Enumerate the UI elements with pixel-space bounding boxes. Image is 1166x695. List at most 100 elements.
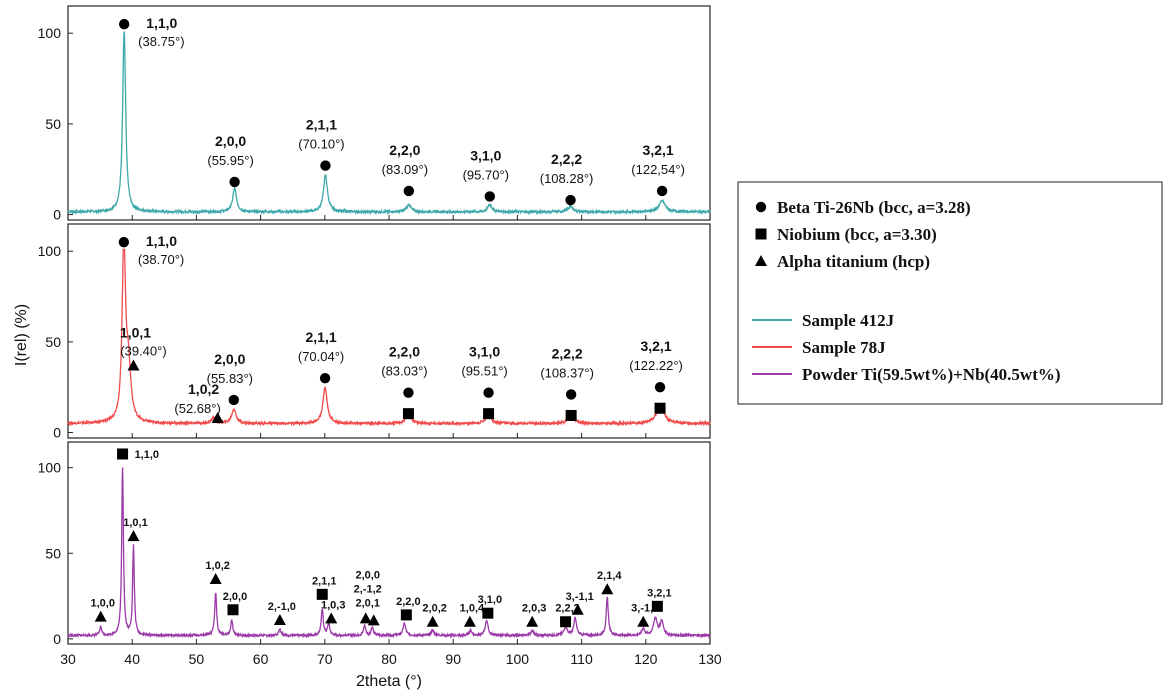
y-tick-label: 50 <box>45 334 61 350</box>
peak-hkl-label: 2,1,4 <box>597 570 622 582</box>
peak-hkl-label: 2,0,1 <box>356 597 380 609</box>
peak-annotation: 1,1,0 (38.75°) <box>118 15 185 49</box>
peak-hkl-label: 1,1,0 <box>146 233 177 249</box>
triangle-marker <box>637 615 650 627</box>
circle-marker <box>483 387 494 398</box>
y-tick-label: 100 <box>38 460 62 476</box>
x-tick-label: 100 <box>506 651 530 667</box>
triangle-marker <box>359 612 372 624</box>
peak-annotation: 2,0,0 2,-1,2 2,0,1 <box>354 569 382 626</box>
circle-marker <box>656 185 668 197</box>
series-line-1 <box>67 31 711 216</box>
x-tick-label: 110 <box>570 651 593 667</box>
legend-marker-label: Beta Ti-26Nb (bcc, a=3.28) <box>777 198 971 217</box>
circle-marker <box>229 176 240 188</box>
peak-hkl-label: 2,2,0 <box>389 142 420 158</box>
square-marker <box>316 588 328 600</box>
peak-annotation: 1,0,1 <box>123 517 148 542</box>
square-marker <box>227 604 239 616</box>
x-tick-label: 70 <box>317 651 333 667</box>
peak-hkl-label: 2,2,0 <box>389 344 420 360</box>
peak-hkl-label: 3,1,0 <box>469 344 500 360</box>
peak-annotation: 2,1,1 (70.10°) <box>298 117 345 171</box>
peak-hkl-label: 2,1,1 <box>305 329 336 345</box>
peak-angle-label: (122.22°) <box>629 358 683 373</box>
peak-annotation: 2,2,0 (83.09°) <box>382 142 428 197</box>
peak-angle-label: (70.10°) <box>298 137 344 152</box>
peak-annotation: 3,2,1 (122,54°) <box>631 142 685 197</box>
peak-annotation: 3,1,0 <box>478 594 502 619</box>
peak-annotation: 1,1,0 <box>117 448 159 461</box>
peak-hkl-label: 3,2,1 <box>640 338 671 354</box>
y-tick-label: 0 <box>53 207 61 223</box>
peak-hkl-label: 3,1,0 <box>478 594 502 606</box>
peak-annotation: 1,0,4 <box>460 603 485 627</box>
square-marker <box>482 607 494 619</box>
peak-annotation: 2,0,0 <box>223 591 247 616</box>
peak-angle-label: (108.28°) <box>540 171 594 186</box>
peak-annotation: 1,0,3 <box>321 599 345 624</box>
circle-marker <box>654 382 666 393</box>
circle-marker <box>403 387 414 398</box>
peak-angle-label: (55.83°) <box>207 371 253 386</box>
series-line-2 <box>67 248 711 427</box>
legend-series-label: Sample 78J <box>802 338 886 357</box>
peak-hkl-label: 3,2,1 <box>647 587 671 599</box>
peak-hkl-label: 1,0,3 <box>321 599 345 611</box>
circle-marker <box>118 236 130 248</box>
peak-annotation: 3,-1,1 <box>566 591 594 615</box>
peak-hkl-label: 2,0,0 <box>356 569 380 581</box>
peak-annotation: 1,0,2 (52.68°) <box>174 381 224 424</box>
peak-annotation: 3,2,1 <box>647 587 672 612</box>
x-tick-label: 50 <box>189 651 205 667</box>
peak-hkl-label: 2,1,1 <box>312 575 336 587</box>
triangle-marker <box>601 583 614 595</box>
peak-annotation: 2,0,2 <box>422 603 447 627</box>
triangle-legend-marker <box>755 255 767 266</box>
y-tick-label: 100 <box>38 243 62 259</box>
x-tick-label: 80 <box>381 651 397 667</box>
peak-angle-label: (38.70°) <box>138 252 184 267</box>
y-tick-label: 0 <box>53 631 61 647</box>
circle-legend-marker <box>755 201 767 213</box>
peak-hkl-label: 2,2,0 <box>396 596 420 608</box>
peak-hkl-label: 2,0,2 <box>422 603 446 615</box>
square-marker <box>483 408 495 420</box>
triangle-marker <box>367 614 380 626</box>
peak-annotation: 3,1,0 (95.70°) <box>463 147 509 202</box>
triangle-marker <box>325 612 338 624</box>
peak-angle-label: (70.04°) <box>298 349 344 364</box>
panel-3: 0 50 100 30 40 50 60 70 80 90 100 110 120 130 1,0,0 1,1… <box>38 441 722 667</box>
peak-hkl-label: 2,2,2 <box>552 345 583 361</box>
peak-hkl-label: 1,0,4 <box>460 603 485 615</box>
panels-group: 0 50 100 1,1,0 (38.75°) 2,0,0 (55.95°) 2,1,1 (70… <box>38 5 722 667</box>
peak-annotation: 1,0,0 <box>91 598 115 622</box>
circle-marker <box>565 194 576 206</box>
x-tick-label: 30 <box>60 651 76 667</box>
triangle-marker <box>463 615 476 627</box>
circle-marker <box>484 191 495 202</box>
peak-angle-label: (55.95°) <box>207 153 253 168</box>
y-tick-label: 100 <box>38 25 62 41</box>
circle-marker <box>320 160 331 171</box>
peak-annotation: 2,1,1 <box>312 575 336 600</box>
legend-marker-label: Niobium (bcc, a=3.30) <box>777 225 937 244</box>
peak-hkl-label: 1,1,0 <box>135 449 159 461</box>
x-tick-label: 60 <box>253 651 269 667</box>
peak-angle-label: (95.70°) <box>463 167 509 182</box>
peak-hkl-label: 2,-1,2 <box>354 583 382 595</box>
peak-hkl-label: 2,0,3 <box>522 603 546 615</box>
peak-hkl-label: 1,0,0 <box>91 598 115 610</box>
peak-angle-label: (52.68°) <box>174 401 220 416</box>
peak-annotation: 2,0,0 (55.95°) <box>207 133 254 188</box>
triangle-marker <box>127 359 140 371</box>
peak-annotation: 2,-1,0 <box>268 601 296 626</box>
triangle-marker <box>94 610 107 622</box>
square-marker <box>117 448 129 460</box>
peak-hkl-label: 2,1,1 <box>306 117 337 133</box>
peak-hkl-label: 1,0,1 <box>120 324 151 340</box>
triangle-marker <box>211 412 224 424</box>
peak-angle-label: (38.75°) <box>138 34 184 49</box>
peak-annotation: 2,1,1 (70.04°) <box>298 329 344 384</box>
